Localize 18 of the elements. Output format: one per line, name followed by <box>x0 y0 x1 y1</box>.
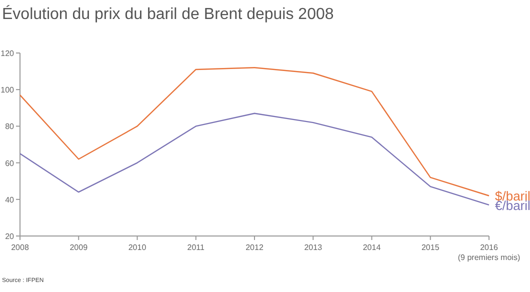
y-tick-label: 60 <box>5 158 15 168</box>
y-tick-label: 20 <box>5 232 15 241</box>
x-tick-label: 2012 <box>246 243 264 252</box>
x-tick-label: 2013 <box>304 243 323 252</box>
x-tick-label: 2008 <box>11 243 30 252</box>
x-tick-label: 2016 (9 premiers mois) <box>458 243 520 262</box>
y-tick-label: 120 <box>0 49 15 58</box>
x-tick-label: 2009 <box>70 243 88 252</box>
y-tick-label: 100 <box>0 86 15 95</box>
y-tick-label: 80 <box>5 122 15 132</box>
x-tick-label: 2011 <box>187 243 206 252</box>
line-series <box>19 67 490 196</box>
y-tick-label: 40 <box>5 195 15 204</box>
x-tick-label: 2014 <box>362 243 382 252</box>
chart-title: Évolution du prix du baril de Brent depuis 2008 <box>2 5 334 23</box>
x-tick-label: 2015 <box>421 243 440 252</box>
line-series <box>19 112 490 206</box>
x-tick-label: 2010 <box>128 243 147 252</box>
